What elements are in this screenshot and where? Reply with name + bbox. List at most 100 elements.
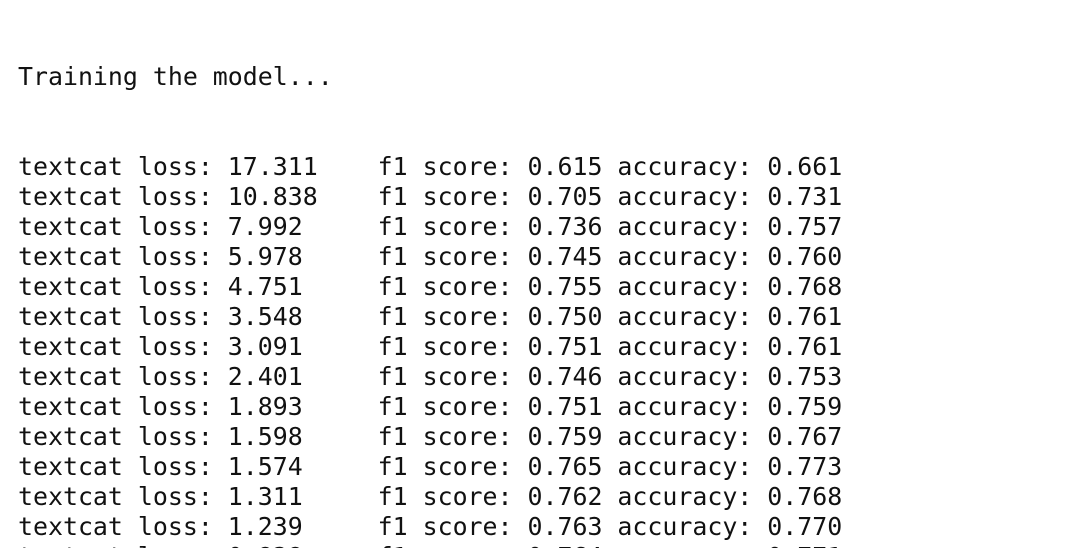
log-line: textcat loss: 3.091 f1 score: 0.751 accuracy…: [18, 332, 1074, 362]
f1-label: f1 score:: [377, 362, 513, 391]
loss-label: textcat loss:: [18, 452, 213, 481]
accuracy-label: accuracy:: [617, 362, 753, 391]
loss-cell: textcat loss: 5.978: [18, 242, 378, 272]
loss-cell: textcat loss: 0.828: [18, 542, 378, 548]
f1-label: f1 score:: [377, 482, 513, 511]
accuracy-label: accuracy:: [617, 212, 753, 241]
loss-cell: textcat loss: 3.091: [18, 332, 378, 362]
accuracy-value: 0.731: [767, 182, 843, 211]
accuracy-label: accuracy:: [617, 152, 753, 181]
loss-cell: textcat loss: 4.751: [18, 272, 378, 302]
loss-cell: textcat loss: 17.311: [18, 152, 378, 182]
loss-cell: textcat loss: 2.401: [18, 362, 378, 392]
loss-label: textcat loss:: [18, 242, 213, 271]
header-line: Training the model...: [18, 62, 333, 91]
loss-value: 1.311: [227, 482, 303, 511]
log-line: textcat loss: 7.992 f1 score: 0.736 accuracy…: [18, 212, 1074, 242]
loss-cell: textcat loss: 3.548: [18, 302, 378, 332]
log-line: textcat loss: 1.311 f1 score: 0.762 accuracy…: [18, 482, 1074, 512]
f1-label: f1 score:: [377, 152, 513, 181]
accuracy-label: accuracy:: [617, 512, 753, 541]
log-line: textcat loss: 17.311 f1 score: 0.615 accurac…: [18, 152, 1074, 182]
loss-value: 1.574: [227, 452, 303, 481]
accuracy-label: accuracy:: [617, 182, 753, 211]
loss-label: textcat loss:: [18, 512, 213, 541]
loss-value: 1.239: [227, 512, 303, 541]
f1-value: 0.746: [527, 362, 603, 391]
f1-value: 0.736: [527, 212, 603, 241]
loss-cell: textcat loss: 1.311: [18, 482, 378, 512]
log-line: textcat loss: 1.598 f1 score: 0.759 accuracy…: [18, 422, 1074, 452]
accuracy-label: accuracy:: [617, 422, 753, 451]
f1-value: 0.705: [527, 182, 603, 211]
loss-label: textcat loss:: [18, 392, 213, 421]
log-rows: textcat loss: 17.311 f1 score: 0.615 accurac…: [18, 152, 1074, 548]
loss-label: textcat loss:: [18, 482, 213, 511]
f1-value: 0.762: [527, 482, 603, 511]
f1-value: 0.759: [527, 422, 603, 451]
loss-value: 5.978: [227, 242, 303, 271]
f1-label: f1 score:: [377, 392, 513, 421]
loss-label: textcat loss:: [18, 332, 213, 361]
f1-value: 0.615: [527, 152, 603, 181]
loss-value: 7.992: [227, 212, 303, 241]
loss-value: 0.828: [228, 542, 303, 548]
loss-value: 1.893: [227, 392, 303, 421]
accuracy-label: accuracy:: [617, 452, 753, 481]
f1-label: f1 score:: [377, 332, 513, 361]
loss-cell: textcat loss: 1.574: [18, 452, 378, 482]
log-line: textcat loss: 1.239 f1 score: 0.763 accuracy…: [18, 512, 1074, 542]
f1-label: f1 score:: [377, 272, 513, 301]
f1-value: 0.751: [527, 392, 603, 421]
loss-label: textcat loss:: [18, 542, 213, 548]
accuracy-value: 0.760: [767, 242, 843, 271]
accuracy-value: 0.761: [767, 332, 843, 361]
f1-value: 0.745: [527, 242, 603, 271]
f1-value: 0.765: [527, 452, 603, 481]
loss-value: 1.598: [227, 422, 303, 451]
loss-cell: textcat loss: 1.598: [18, 422, 378, 452]
accuracy-label: accuracy:: [617, 272, 753, 301]
f1-value: 0.750: [527, 302, 603, 331]
loss-value: 17.311: [227, 152, 318, 181]
f1-value: 0.763: [527, 512, 603, 541]
f1-label: f1 score:: [377, 242, 513, 271]
log-line: textcat loss: 3.548 f1 score: 0.750 accuracy…: [18, 302, 1074, 332]
loss-value: 3.548: [227, 302, 303, 331]
loss-label: textcat loss:: [18, 362, 213, 391]
loss-label: textcat loss:: [18, 272, 213, 301]
accuracy-label: accuracy:: [617, 542, 752, 548]
f1-label: f1 score:: [378, 542, 513, 548]
log-line: textcat loss: 2.401 f1 score: 0.746 accuracy…: [18, 362, 1074, 392]
accuracy-value: 0.773: [767, 452, 843, 481]
accuracy-value: 0.757: [767, 212, 843, 241]
f1-label: f1 score:: [377, 302, 513, 331]
f1-label: f1 score:: [377, 182, 513, 211]
f1-label: f1 score:: [377, 212, 513, 241]
f1-label: f1 score:: [377, 512, 513, 541]
accuracy-label: accuracy:: [617, 482, 753, 511]
loss-label: textcat loss:: [18, 212, 213, 241]
f1-label: f1 score:: [377, 422, 513, 451]
loss-value: 10.838: [227, 182, 318, 211]
accuracy-label: accuracy:: [617, 302, 753, 331]
accuracy-value: 0.753: [767, 362, 843, 391]
log-line: textcat loss: 0.828 f1 score: 0.764 accuracy…: [18, 542, 1074, 548]
f1-value: 0.764: [528, 542, 603, 548]
f1-value: 0.751: [527, 332, 603, 361]
f1-label: f1 score:: [377, 452, 513, 481]
loss-cell: textcat loss: 1.893: [18, 392, 378, 422]
f1-value: 0.755: [527, 272, 603, 301]
accuracy-label: accuracy:: [617, 392, 753, 421]
accuracy-label: accuracy:: [617, 332, 753, 361]
accuracy-value: 0.768: [767, 482, 843, 511]
loss-value: 3.091: [227, 332, 303, 361]
loss-cell: textcat loss: 1.239: [18, 512, 378, 542]
accuracy-value: 0.761: [767, 302, 843, 331]
log-line: textcat loss: 5.978 f1 score: 0.745 accuracy…: [18, 242, 1074, 272]
accuracy-value: 0.768: [767, 272, 843, 301]
accuracy-value: 0.770: [767, 512, 843, 541]
accuracy-label: accuracy:: [617, 242, 753, 271]
loss-label: textcat loss:: [18, 422, 213, 451]
